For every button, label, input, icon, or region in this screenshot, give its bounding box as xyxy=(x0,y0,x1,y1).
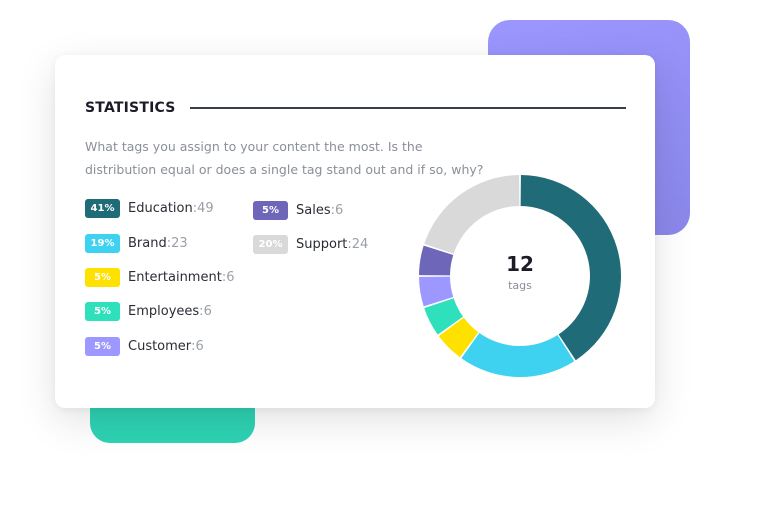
tag-name: Customer xyxy=(128,339,192,354)
legend-item-entertainment: 5% Entertainment : 6 xyxy=(85,268,234,287)
donut-segment-customer xyxy=(419,276,454,307)
legend-item-employees: 5% Employees : 6 xyxy=(85,302,212,321)
tag-count: 6 xyxy=(203,304,212,319)
tag-count: 6 xyxy=(195,339,204,354)
tag-count: 23 xyxy=(171,236,188,251)
tag-separator: : xyxy=(199,304,204,319)
tag-separator: : xyxy=(166,236,172,251)
donut-segment-employees xyxy=(424,298,464,335)
tag-name: Support xyxy=(296,237,348,252)
statistics-card: STATISTICS What tags you assign to your … xyxy=(55,55,655,408)
statistics-title: STATISTICS xyxy=(85,100,176,116)
percent-badge: 20% xyxy=(253,235,288,254)
donut-segment-education xyxy=(520,175,621,361)
percent-badge: 5% xyxy=(253,201,288,220)
tag-count: 6 xyxy=(335,203,344,218)
tag-name: Sales xyxy=(296,203,331,218)
legend-item-sales: 5% Sales : 6 xyxy=(253,201,343,220)
donut-segment-brand xyxy=(461,332,575,377)
legend-item-brand: 19% Brand : 23 xyxy=(85,234,188,253)
tag-separator: : xyxy=(347,237,352,252)
percent-badge: 5% xyxy=(85,337,120,356)
tag-name: Employees xyxy=(128,304,200,319)
tag-separator: : xyxy=(192,201,198,216)
tag-name: Education xyxy=(128,201,193,216)
tag-separator: : xyxy=(191,339,196,354)
legend-item-customer: 5% Customer : 6 xyxy=(85,337,204,356)
percent-badge: 19% xyxy=(85,234,120,253)
heading-row: STATISTICS xyxy=(85,98,626,118)
percent-badge: 41% xyxy=(85,199,120,218)
tag-count: 24 xyxy=(351,237,369,252)
tag-name: Brand xyxy=(128,236,167,251)
heading-divider xyxy=(189,107,626,109)
donut-segment-sales xyxy=(419,245,454,276)
percent-badge: 5% xyxy=(85,268,120,287)
legend-item-education: 41% Education : 49 xyxy=(85,199,214,218)
tag-count: 6 xyxy=(226,270,235,285)
tag-name: Entertainment xyxy=(128,270,222,285)
total-tags-count: 12 xyxy=(506,252,534,276)
tag-distribution-donut-chart xyxy=(419,175,621,377)
donut-segment-support xyxy=(424,175,520,254)
total-tags-label: tags xyxy=(508,279,532,292)
percent-badge: 5% xyxy=(85,302,120,321)
legend-item-support: 20% Support : 24 xyxy=(253,235,368,254)
tag-count: 49 xyxy=(197,201,214,216)
tag-separator: : xyxy=(330,203,335,218)
tag-separator: : xyxy=(221,270,227,285)
statistics-description: What tags you assign to your content the… xyxy=(85,139,484,177)
donut-segment-entertainment xyxy=(438,317,479,358)
